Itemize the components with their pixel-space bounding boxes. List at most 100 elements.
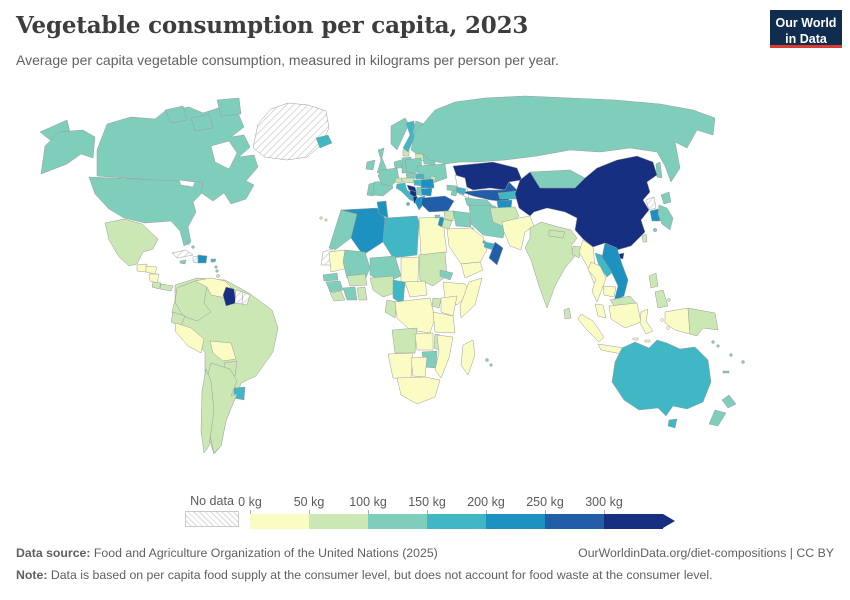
- country-jamaica[interactable]: [179, 259, 187, 265]
- country-namibia[interactable]: [387, 352, 414, 381]
- country-belgium-netherlands[interactable]: [393, 159, 403, 169]
- legend-segment[interactable]: [545, 514, 604, 529]
- country-oman[interactable]: [488, 241, 504, 266]
- legend-no-data[interactable]: No data: [185, 494, 239, 527]
- country-china[interactable]: [514, 155, 658, 251]
- country-indonesia[interactable]: [664, 307, 691, 335]
- country-united-states[interactable]: [88, 176, 204, 247]
- country-united-states[interactable]: [40, 129, 96, 175]
- country-costa-rica[interactable]: [151, 281, 162, 290]
- country-libya[interactable]: [382, 215, 420, 259]
- country-indonesia[interactable]: [639, 308, 654, 335]
- country-canada[interactable]: [164, 105, 188, 124]
- legend-segment[interactable]: [604, 514, 663, 529]
- country-switzerland[interactable]: [394, 177, 403, 184]
- country-japan[interactable]: [657, 204, 674, 231]
- country-armenia[interactable]: [450, 190, 458, 197]
- country-cambodia[interactable]: [602, 285, 617, 298]
- legend-segment[interactable]: [250, 514, 309, 529]
- country-thailand[interactable]: [587, 261, 607, 303]
- country-tanzania[interactable]: [432, 311, 456, 334]
- country-south-korea[interactable]: [649, 208, 661, 222]
- country-bulgaria[interactable]: [420, 187, 433, 197]
- country-cuba[interactable]: [171, 249, 194, 259]
- legend-segment[interactable]: [368, 514, 427, 529]
- country-nepal[interactable]: [548, 229, 566, 239]
- country-georgia[interactable]: [446, 184, 458, 192]
- country-norway[interactable]: [390, 117, 410, 151]
- country-japan[interactable]: [652, 227, 658, 233]
- country-ireland[interactable]: [365, 159, 376, 171]
- country-haiti[interactable]: [192, 255, 199, 264]
- country-sudan[interactable]: [418, 251, 448, 287]
- country-french-guiana[interactable]: [241, 291, 251, 306]
- country-yemen[interactable]: [460, 261, 484, 279]
- country-portugal[interactable]: [366, 182, 375, 197]
- country-cyprus[interactable]: [434, 214, 441, 219]
- country-kenya[interactable]: [440, 295, 458, 317]
- country-trinidad-and-tobago[interactable]: [216, 274, 220, 278]
- country-bahamas[interactable]: [191, 245, 195, 249]
- country-canada[interactable]: [216, 97, 242, 117]
- country-papua-new-guinea[interactable]: [687, 307, 719, 337]
- country-suriname[interactable]: [234, 289, 244, 305]
- country-sweden[interactable]: [402, 120, 416, 153]
- country-new-zealand[interactable]: [721, 394, 737, 409]
- country-malaysia[interactable]: [594, 303, 607, 319]
- country-guyana[interactable]: [222, 286, 237, 307]
- country-greenland[interactable]: [252, 102, 330, 161]
- country-guinea[interactable]: [325, 280, 344, 293]
- country-pakistan[interactable]: [501, 215, 535, 251]
- country-turkey[interactable]: [420, 195, 455, 213]
- country-nicaragua[interactable]: [148, 273, 160, 284]
- legend-segment[interactable]: [309, 514, 368, 529]
- country-saudi-arabia[interactable]: [446, 227, 488, 265]
- country-south-africa[interactable]: [396, 376, 441, 405]
- legend-segment[interactable]: [486, 514, 545, 529]
- country-dominican-republic[interactable]: [197, 254, 208, 264]
- country-canada[interactable]: [190, 113, 214, 132]
- country-guatemala[interactable]: [136, 263, 148, 273]
- country-uganda[interactable]: [431, 297, 442, 309]
- country-india[interactable]: [524, 221, 578, 309]
- country-syria[interactable]: [443, 210, 455, 222]
- country-new-caledonia[interactable]: [722, 370, 730, 374]
- country-central-african-republic[interactable]: [404, 280, 428, 298]
- country-new-zealand[interactable]: [708, 409, 727, 427]
- country-lesser-antilles[interactable]: [215, 269, 219, 273]
- owid-logo[interactable]: Our World in Data: [770, 10, 842, 48]
- country-angola[interactable]: [391, 327, 418, 354]
- country-congo[interactable]: [384, 299, 398, 319]
- country-russia[interactable]: [410, 95, 716, 183]
- country-eritrea[interactable]: [439, 269, 454, 281]
- country-austria[interactable]: [401, 177, 415, 184]
- country-jordan[interactable]: [441, 218, 453, 230]
- country-philippines[interactable]: [648, 272, 659, 289]
- country-australia[interactable]: [667, 418, 678, 429]
- country-japan[interactable]: [660, 191, 672, 205]
- country-bahamas[interactable]: [186, 241, 190, 245]
- country-philippines[interactable]: [654, 289, 669, 309]
- country-ghana[interactable]: [356, 286, 368, 301]
- footer-link[interactable]: OurWorldinData.org/diet-compositions | C…: [578, 546, 834, 560]
- country-romania[interactable]: [420, 178, 435, 189]
- country-democratic-republic-of-congo[interactable]: [394, 297, 436, 334]
- country-zambia[interactable]: [414, 332, 434, 351]
- country-italy[interactable]: [406, 202, 410, 206]
- country-puerto-rico[interactable]: [210, 258, 217, 263]
- country-honduras[interactable]: [145, 265, 158, 275]
- country-sri-lanka[interactable]: [563, 307, 572, 320]
- country-vanuatu[interactable]: [729, 353, 733, 357]
- country-chile[interactable]: [200, 368, 215, 454]
- country-uruguay[interactable]: [233, 386, 246, 401]
- country-nigeria[interactable]: [369, 275, 396, 298]
- country-indonesia[interactable]: [644, 339, 651, 343]
- country-philippines[interactable]: [667, 298, 671, 302]
- country-solomon-islands[interactable]: [716, 344, 720, 348]
- country-russia[interactable]: [655, 161, 663, 179]
- country-solomon-islands[interactable]: [711, 340, 715, 344]
- country-somalia[interactable]: [459, 277, 483, 319]
- country-canary-islands[interactable]: [324, 218, 328, 222]
- country-mexico[interactable]: [104, 218, 159, 267]
- legend-segment[interactable]: [427, 514, 486, 529]
